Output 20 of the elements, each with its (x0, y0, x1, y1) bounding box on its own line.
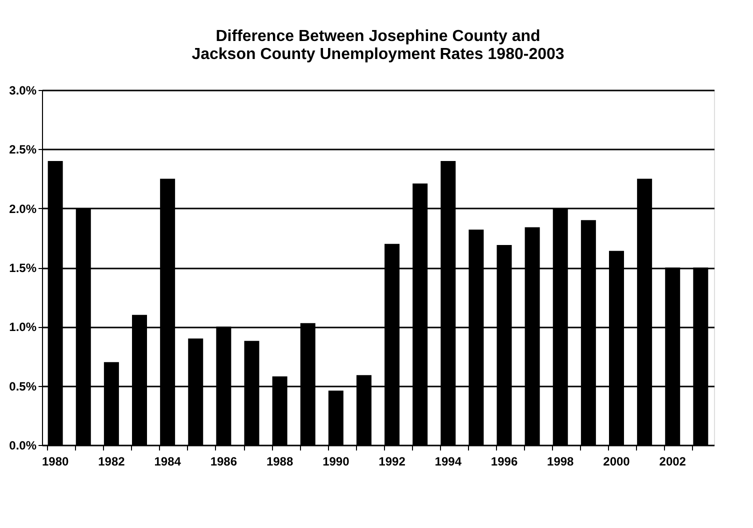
x-tick-label: 2000 (603, 454, 630, 468)
x-tick-label: 1998 (547, 454, 574, 468)
x-tick-label: 1992 (378, 454, 406, 468)
x-tick-label: 1982 (98, 454, 126, 468)
x-tick-label: 1986 (210, 454, 238, 468)
x-tick-label: 1990 (322, 454, 350, 468)
x-tick-label: 1988 (266, 454, 294, 468)
chart-title: Difference Between Josephine County and Jackson County Unemployment Rates 1980-2003 (192, 28, 564, 63)
x-tick-label: 2002 (659, 454, 686, 468)
y-tick-label: 1.5% (9, 261, 37, 275)
x-tick-label: 1980 (42, 454, 69, 468)
y-tick-label: 0.0% (9, 438, 37, 452)
x-tick-label: 1994 (434, 454, 462, 468)
y-tick-label: 2.5% (9, 142, 37, 157)
x-tick-label: 1996 (490, 454, 518, 468)
y-tick-label: 0.5% (9, 379, 37, 394)
y-tick-label: 1.0% (9, 320, 37, 334)
y-tick-label: 3.0% (9, 84, 37, 98)
y-tick-label: 2.0% (9, 202, 37, 216)
x-tick-label: 1984 (154, 454, 182, 468)
